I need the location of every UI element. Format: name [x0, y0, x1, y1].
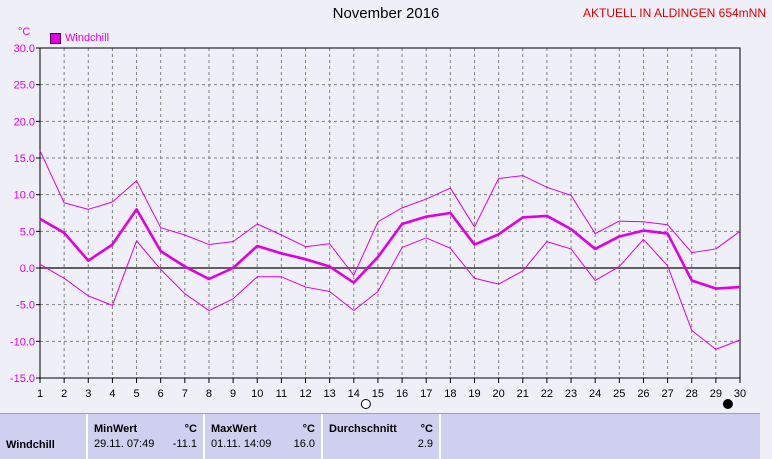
y-tick-label: 0.0 — [20, 263, 35, 275]
x-tick-label: 5 — [133, 388, 139, 400]
x-tick-label: 16 — [396, 388, 408, 400]
x-tick-label: 9 — [230, 388, 236, 400]
x-tick-label: 22 — [541, 388, 553, 400]
x-tick-label: 2 — [61, 388, 67, 400]
x-tick-label: 25 — [613, 388, 625, 400]
stats-min-value: -11.1 — [172, 438, 197, 450]
legend-swatch — [50, 32, 61, 44]
y-tick-label: 20.0 — [14, 116, 35, 128]
x-tick-label: 3 — [85, 388, 91, 400]
series-line-min — [39, 237, 741, 350]
new-moon-icon — [360, 399, 371, 409]
x-tick-label: 27 — [661, 388, 673, 400]
x-tick-label: 17 — [420, 388, 432, 400]
y-tick-label: 25.0 — [14, 80, 35, 92]
stats-avg-header: Durchschnitt — [329, 423, 397, 435]
x-tick-label: 11 — [276, 388, 287, 400]
y-tick-label: 15.0 — [14, 153, 35, 165]
stats-min-cell: MinWert °C 29.11. 07:49 -11.1 — [88, 414, 205, 459]
x-tick-label: 8 — [206, 388, 212, 400]
stats-avg-cell: Durchschnitt °C 2.9 — [323, 414, 441, 459]
x-tick-label: 28 — [686, 388, 698, 400]
x-tick-label: 29 — [710, 388, 722, 400]
stats-max-header: MaxWert — [211, 423, 257, 435]
x-tick-label: 1 — [37, 388, 43, 400]
series-line-average — [39, 208, 741, 290]
x-tick-label: 26 — [637, 388, 649, 400]
stats-row-header: Windchill — [0, 414, 88, 459]
stats-avg-unit: °C — [420, 423, 433, 435]
x-tick-label: 12 — [299, 388, 311, 400]
x-tick-label: 30 — [734, 388, 746, 400]
stats-min-unit: °C — [184, 423, 197, 435]
stats-max-time: 01.11. 14:09 — [211, 438, 272, 450]
stats-min-header: MinWert — [94, 423, 138, 435]
x-tick-label: 24 — [589, 388, 601, 400]
y-tick-label: 10.0 — [14, 190, 35, 202]
windchill-chart: 30.0 25.0 20.0 15.0 10.0 5.0 0.0 -5.0 -10.0 -15.0… — [10, 43, 746, 409]
stats-min-time: 29.11. 07:49 — [94, 438, 155, 450]
y-tick-label: -5.0 — [16, 300, 35, 312]
y-tick-label: -15.0 — [10, 373, 35, 385]
x-tick-label: 14 — [348, 388, 360, 400]
x-tick-label: 10 — [251, 388, 263, 400]
stats-max-value: 16.0 — [293, 438, 315, 450]
x-tick-label: 19 — [468, 388, 480, 400]
x-tick-label: 7 — [182, 388, 188, 400]
x-tick-label: 20 — [492, 388, 504, 400]
stats-max-cell: MaxWert °C 01.11. 14:09 16.0 — [205, 414, 323, 459]
y-tick-label: 5.0 — [20, 226, 35, 238]
x-tick-label: 6 — [158, 388, 164, 400]
legend-label: Windchill — [65, 32, 110, 44]
legend: Windchill — [50, 32, 109, 44]
plot-frame — [39, 47, 741, 379]
stats-max-unit: °C — [302, 423, 315, 435]
series-line-max — [39, 150, 741, 276]
x-tick-label: 18 — [444, 388, 456, 400]
stats-avg-value: 2.9 — [417, 438, 433, 450]
x-tick-label: 13 — [324, 388, 336, 400]
x-tick-label: 15 — [372, 388, 384, 400]
x-tick-label: 23 — [565, 388, 577, 400]
x-tick-label: 21 — [517, 388, 529, 400]
stats-row-label: Windchill — [6, 439, 55, 451]
y-tick-label: -10.0 — [10, 336, 35, 348]
full-moon-icon — [722, 399, 733, 409]
y-tick-label: 30.0 — [14, 43, 35, 55]
stats-panel: Windchill MinWert °C 29.11. 07:49 -11.1 … — [0, 413, 760, 459]
chart-title: November 2016 — [332, 5, 440, 22]
y-unit-label: °C — [18, 26, 31, 38]
x-tick-label: 4 — [109, 388, 115, 400]
station-label: AKTUELL IN ALDINGEN 654mNN — [583, 6, 766, 20]
